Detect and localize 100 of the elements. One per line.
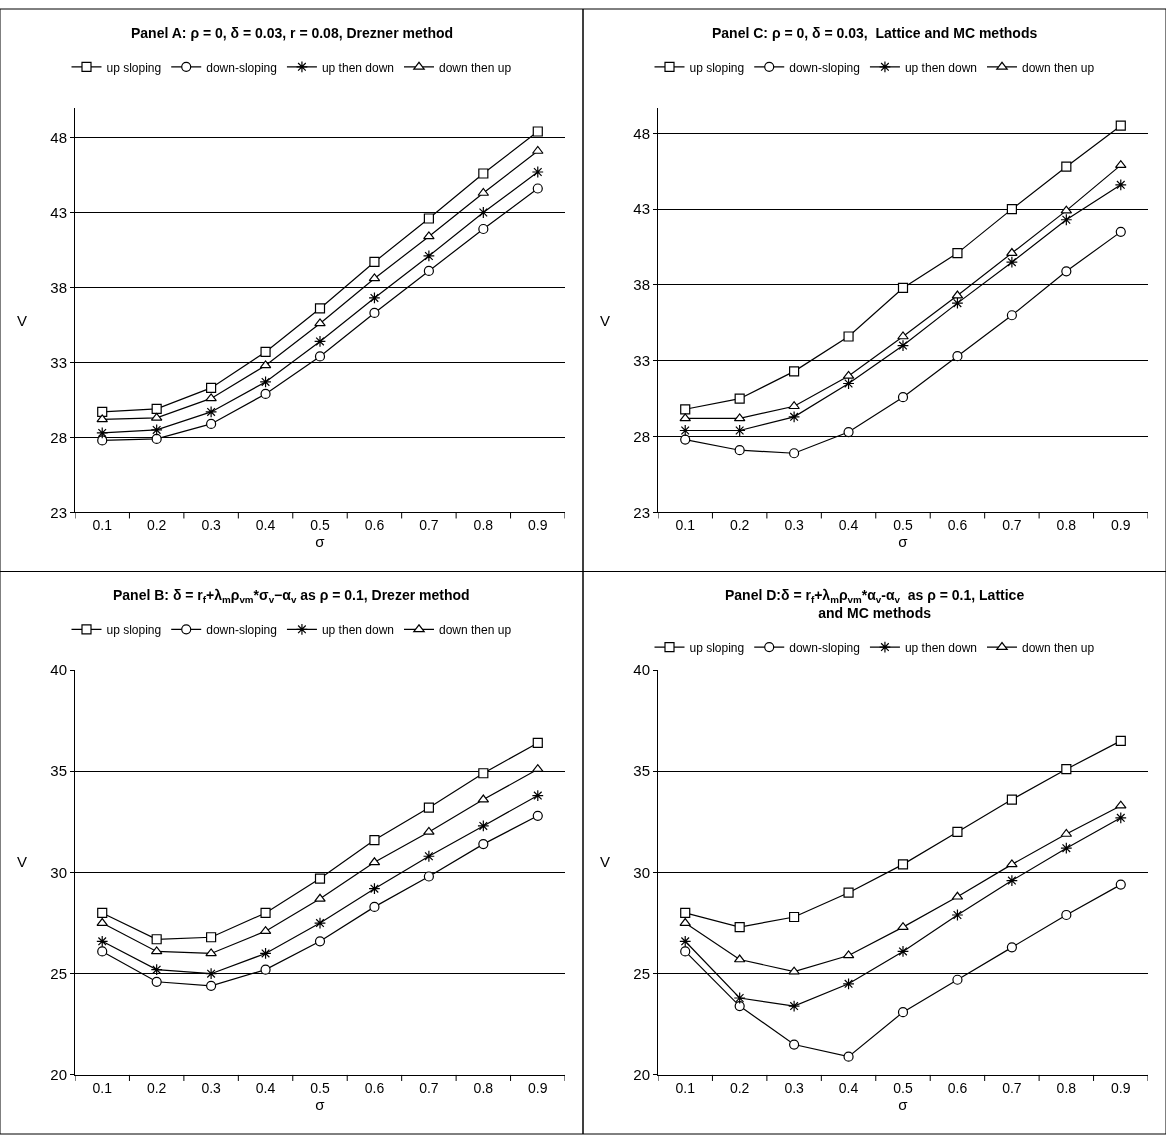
y-tick-label: 40 [50,661,67,679]
point [151,976,162,987]
point [1114,811,1127,824]
point [1006,942,1017,953]
x-tick-label: 0.5 [310,517,330,534]
point [788,401,800,410]
y-tick-label: 38 [50,278,67,296]
point [1061,266,1072,277]
x-tick-label: 0.6 [364,517,385,534]
x-tick-label: 0.3 [784,1079,805,1096]
y-tick-label: 20 [633,1066,650,1084]
x-tick-label: 0.4 [255,1079,276,1096]
point [205,393,217,402]
point [423,265,434,277]
point [205,967,218,980]
y-tick-label: 25 [50,964,67,982]
point [477,819,490,832]
point [531,165,544,178]
point [314,303,326,314]
y-axis-title: V [600,312,611,329]
y-tick-label: 38 [633,276,650,294]
y-tick-label: 48 [50,128,67,146]
point [97,907,108,919]
point [478,168,489,179]
point [734,393,745,404]
legend-label: up sloping [106,60,162,75]
x-tick-label: 0.5 [310,1079,330,1096]
point [531,789,544,802]
point [260,907,271,919]
x-tick-label: 0.9 [1111,1079,1131,1096]
point [843,426,854,438]
point [205,948,217,957]
point [789,448,800,459]
x-tick-label: 0.7 [419,1079,439,1096]
x-tick-label: 0.7 [419,517,439,534]
point [679,935,692,948]
legend-label: down then up [1022,60,1095,75]
point [897,1007,909,1018]
point [680,946,691,957]
point [1115,735,1126,746]
x-tick-label: 0.1 [92,1079,113,1096]
point [532,183,543,194]
point [423,826,435,835]
point [314,873,326,884]
point [532,737,543,748]
y-tick-label: 30 [633,863,650,881]
legend-label: up sloping [689,60,745,75]
x-tick-label: 0.2 [146,1079,167,1096]
point [423,802,434,813]
point [150,423,163,436]
point [843,331,854,342]
point [369,256,380,268]
x-tick-label: 0.7 [1002,1079,1022,1096]
point [789,366,800,377]
x-tick-label: 0.3 [784,517,805,534]
point [842,977,855,990]
point [314,318,326,327]
y-tick-label: 35 [633,762,650,780]
x-tick-label: 0.1 [675,517,696,534]
point [788,1000,801,1013]
point [314,893,326,902]
legend-label: up then down [321,60,394,75]
point [97,406,108,418]
x-tick-label: 0.8 [473,517,494,534]
y-tick-label: 40 [633,661,650,679]
point [206,418,217,430]
point [259,375,272,388]
point [1114,178,1127,191]
point [260,346,271,358]
x-tick-label: 0.4 [838,1079,859,1096]
point [478,839,489,850]
point [97,435,108,446]
y-tick-label: 23 [50,503,67,521]
point [368,882,381,895]
y-axis-title: V [17,853,28,870]
point [1006,310,1017,321]
legend-label: down then up [439,623,512,638]
point [369,901,380,912]
point [1005,874,1018,887]
chart-title: Panel C: ρ = 0, δ = 0.03, Lattice and MC methods [712,25,1038,41]
chart-title: Panel D:δ = r$_{f}$+λ$_{m}$ρ$_{vm}$*α$_{v}$-α$_{v}$ as ρ = 0.1, Lattice and MC methods [725,587,1025,622]
point [951,297,964,310]
point [952,826,963,838]
point [897,282,909,294]
x-tick-label: 0.8 [1056,1079,1077,1096]
point [1115,879,1126,890]
legend-label: up then down [321,623,394,638]
point [1061,764,1072,775]
x-tick-label: 0.5 [893,1079,913,1096]
legend-label: up then down [904,640,977,655]
x-axis-title: σ [315,1095,326,1113]
point [423,871,434,882]
y-tick-label: 30 [50,863,67,881]
point [680,434,691,445]
point [734,1000,745,1012]
y-tick-label: 28 [633,427,650,445]
point [1060,842,1073,855]
point [788,410,801,423]
point [206,382,217,394]
point [1060,213,1073,226]
